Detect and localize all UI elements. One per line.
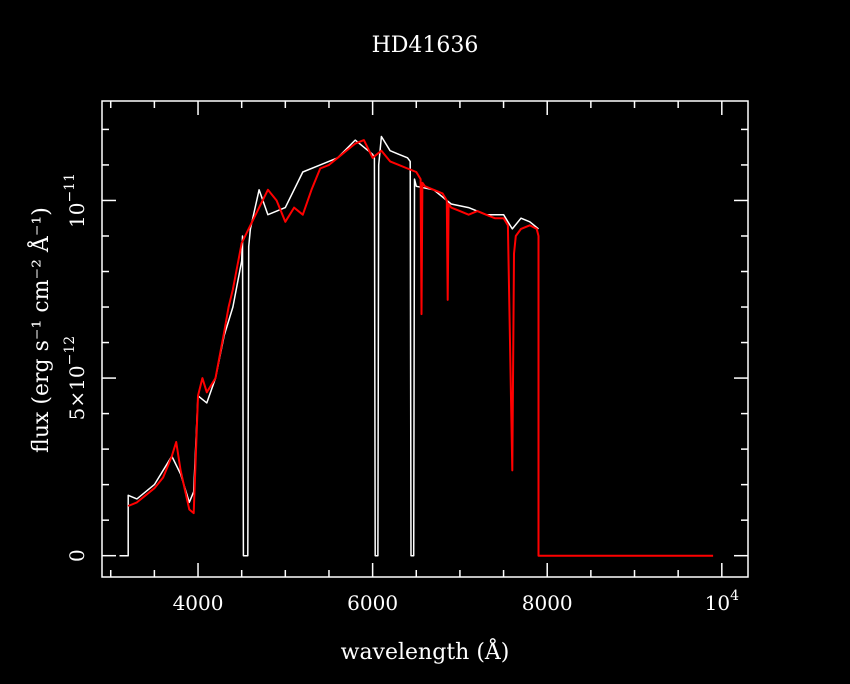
- x-tick-label: 104: [705, 588, 739, 615]
- y-axis-label: flux (erg s⁻¹ cm⁻² Å⁻¹): [26, 207, 54, 453]
- series-layer: [119, 135, 714, 557]
- x-tick-label: 8000: [522, 591, 573, 615]
- x-tick-label: 4000: [173, 591, 224, 615]
- y-tick-label: 0: [65, 549, 89, 562]
- chart-title: HD41636: [372, 33, 479, 58]
- plot-frame: [101, 100, 749, 578]
- series-red-line: [127, 139, 714, 557]
- x-axis-label: wavelength (Å): [341, 637, 510, 665]
- x-tick-label: 6000: [347, 591, 398, 615]
